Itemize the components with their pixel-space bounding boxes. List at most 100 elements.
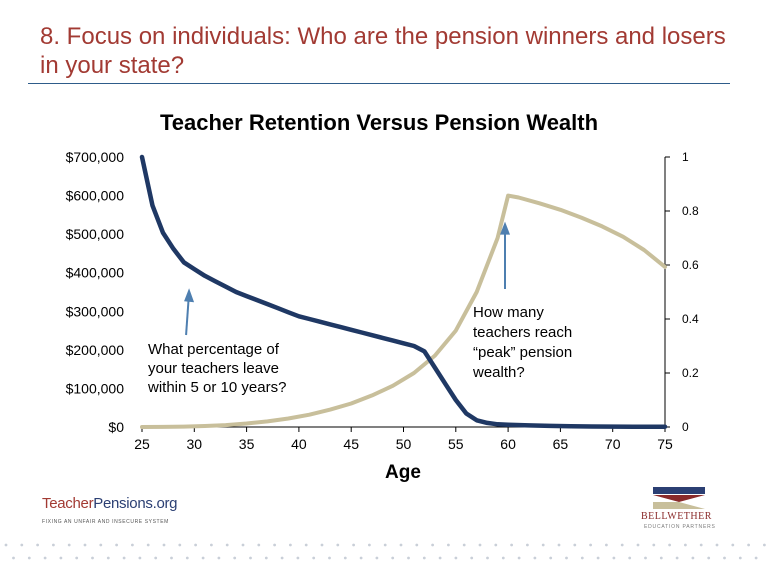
x-tick-label: 65 (553, 436, 569, 452)
decorative-dot (146, 543, 150, 547)
decorative-dot (273, 543, 276, 547)
decorative-dot (738, 556, 742, 560)
decorative-dot (501, 556, 505, 560)
decorative-dot (67, 543, 71, 547)
annotation-text-retention: within 5 or 10 years? (147, 379, 286, 396)
brand-right-name: BELLWETHER (641, 511, 712, 522)
decorative-dot (264, 556, 268, 560)
y-tick-label-left: $0 (108, 419, 124, 435)
decorative-dot (605, 543, 608, 547)
decorative-dot (707, 556, 711, 560)
decorative-dot (415, 543, 419, 547)
decorative-dot (320, 543, 324, 547)
annotation-text-peak: How many (473, 304, 544, 321)
decorative-dot (115, 543, 118, 547)
decorative-dot (596, 556, 600, 560)
decorative-dot (289, 543, 292, 547)
y-tick-label-right: 0.6 (682, 258, 699, 272)
decorative-dot (723, 556, 726, 560)
decorative-dot (225, 543, 229, 547)
decorative-dot (422, 556, 426, 560)
decorative-dot (43, 556, 47, 560)
decorative-dot (249, 556, 252, 560)
decorative-dot (447, 543, 450, 547)
decorative-dot (375, 556, 379, 560)
decorative-dot (391, 556, 395, 560)
annotation-arrowhead-peak (500, 221, 511, 235)
annotation-text-peak: wealth? (472, 364, 525, 381)
decorative-dot (27, 556, 31, 560)
decorative-dot (557, 543, 561, 547)
decorative-dot (368, 543, 371, 547)
y-tick-label-left: $100,000 (66, 380, 125, 396)
decorative-dot (359, 556, 363, 560)
decorative-dot (731, 543, 735, 547)
decorative-dot (636, 543, 640, 547)
decorative-dot (217, 556, 221, 560)
decorative-dot (478, 543, 482, 547)
decorative-dot (122, 556, 126, 560)
y-tick-label-left: $200,000 (66, 342, 125, 358)
decorative-dot (612, 556, 616, 560)
decorative-dot (565, 556, 568, 560)
decorative-dot (510, 543, 513, 547)
annotation-text-peak: teachers reach (473, 324, 572, 341)
decorative-dot (407, 556, 410, 560)
x-tick-label: 25 (134, 436, 150, 452)
decorative-dot (4, 543, 8, 547)
x-tick-label: 70 (605, 436, 621, 452)
decorative-dot (131, 543, 134, 547)
decorative-dot (170, 556, 173, 560)
decorative-dot (106, 556, 110, 560)
decorative-dot (185, 556, 189, 560)
brand-right-subtitle: EDUCATION PARTNERS (644, 524, 716, 530)
series-line-retention (139, 154, 668, 429)
decorative-dot (154, 556, 158, 560)
x-tick-label: 60 (500, 436, 516, 452)
decorative-dot (12, 556, 15, 560)
x-tick-label: 45 (343, 436, 359, 452)
decorative-dot (36, 543, 39, 547)
decorative-dot (573, 543, 577, 547)
y-tick-label-left: $600,000 (66, 188, 125, 204)
brand-left-part1: Teacher (42, 495, 94, 512)
decorative-dot (526, 543, 529, 547)
decorative-dot (91, 556, 94, 560)
decorative-dot (99, 543, 103, 547)
series-line-pension-wealth (140, 193, 667, 429)
x-tick-label: 35 (239, 436, 255, 452)
decorative-dot (763, 543, 766, 547)
decorative-dot (194, 543, 198, 547)
decorative-dot (52, 543, 55, 547)
decorative-dot (352, 543, 355, 547)
decorative-dot (589, 543, 592, 547)
decorative-dot (462, 543, 466, 547)
bellwether-logo-mark (653, 487, 705, 509)
decorative-dot (328, 556, 331, 560)
brand-left-part2: Pensions.org (93, 495, 178, 512)
decorative-dot (486, 556, 489, 560)
y-tick-label-right: 0 (682, 420, 689, 434)
decorative-dot (296, 556, 300, 560)
decorative-dot (549, 556, 553, 560)
decorative-dot (138, 556, 142, 560)
x-tick-label: 30 (187, 436, 203, 452)
decorative-dot (533, 556, 537, 560)
y-tick-label-right: 0.4 (682, 312, 699, 326)
teacherpensions-logo: TeacherPensions.org (42, 495, 178, 512)
annotation-text-retention: What percentage of (148, 341, 280, 358)
decorative-dot (383, 543, 387, 547)
brand-left-tagline: FIXING AN UNFAIR AND INSECURE SYSTEM (42, 519, 169, 525)
decorative-dot (59, 556, 63, 560)
decorative-dot (691, 556, 695, 560)
decorative-dot (699, 543, 703, 547)
chart-axes: 25 30 35 40 45 50 55 60 65 70 75 $0 $100,000 $200,000… (66, 149, 699, 452)
decorative-dot (162, 543, 166, 547)
decorative-dot (178, 543, 182, 547)
decorative-dot (343, 556, 347, 560)
decorative-dot (336, 543, 340, 547)
decorative-dot (399, 543, 403, 547)
decorative-dot (620, 543, 624, 547)
decorative-dot (304, 543, 308, 547)
decorative-dot (684, 543, 687, 547)
